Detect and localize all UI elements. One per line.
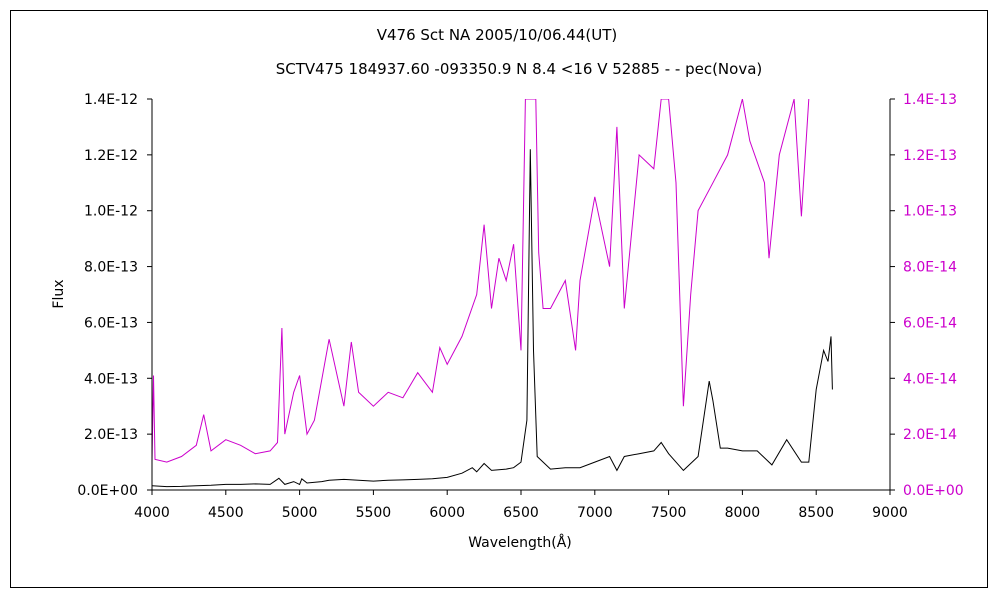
- y-left-tick-label: 6.0E-13: [84, 315, 138, 331]
- x-tick-label: 8500: [798, 505, 834, 521]
- plot-area: 4000 4500 5000 5500 6000 6500 7000 7500 8000 8500…: [77, 92, 963, 521]
- y-left-tick-label: 1.4E-12: [84, 92, 138, 108]
- chart-subtitle: SCTV475 184937.60 -093350.9 N 8.4 <16 V …: [276, 60, 763, 78]
- x-tick-label: 9000: [872, 505, 908, 521]
- x-tick-label: 7500: [651, 505, 687, 521]
- chart-title: V476 Sct NA 2005/10/06.44(UT): [377, 26, 617, 44]
- series-line-left-axis: [152, 149, 833, 488]
- x-axis-label: Wavelength(Å): [468, 534, 572, 551]
- y-left-tick-label: 2.0E-13: [84, 427, 138, 443]
- y-right-tick-label: 2.0E-14: [903, 427, 957, 443]
- y-axis-label: Flux: [51, 279, 67, 308]
- y-right-tick-label: 6.0E-14: [903, 315, 957, 331]
- x-tick-label: 6000: [429, 505, 465, 521]
- x-tick-label: 6500: [503, 505, 539, 521]
- y-left-tick-label: 1.0E-12: [84, 204, 138, 220]
- y-left-tick-label: 4.0E-13: [84, 371, 138, 387]
- y-left-tick-label: 1.2E-12: [84, 148, 138, 164]
- y-left-tick-label: 8.0E-13: [84, 260, 138, 276]
- y-right-tick-label: 1.0E-13: [903, 204, 957, 220]
- x-tick-label: 4000: [134, 505, 170, 521]
- y-right-tick-label: 8.0E-14: [903, 260, 957, 276]
- y-right-tick-label: 0.0E+00: [903, 483, 964, 499]
- x-tick-label: 5000: [282, 505, 318, 521]
- y-right-tick-label: 1.2E-13: [903, 148, 957, 164]
- x-tick-label: 4500: [208, 505, 244, 521]
- y-right-tick-label: 4.0E-14: [903, 371, 957, 387]
- series-line-right-axis: [152, 99, 810, 463]
- y-left-tick-label: 0.0E+00: [77, 483, 138, 499]
- x-tick-label: 7000: [577, 505, 613, 521]
- x-tick-label: 8000: [725, 505, 761, 521]
- chart-frame: [10, 10, 988, 588]
- y-right-tick-label: 1.4E-13: [903, 92, 957, 108]
- x-tick-label: 5500: [356, 505, 392, 521]
